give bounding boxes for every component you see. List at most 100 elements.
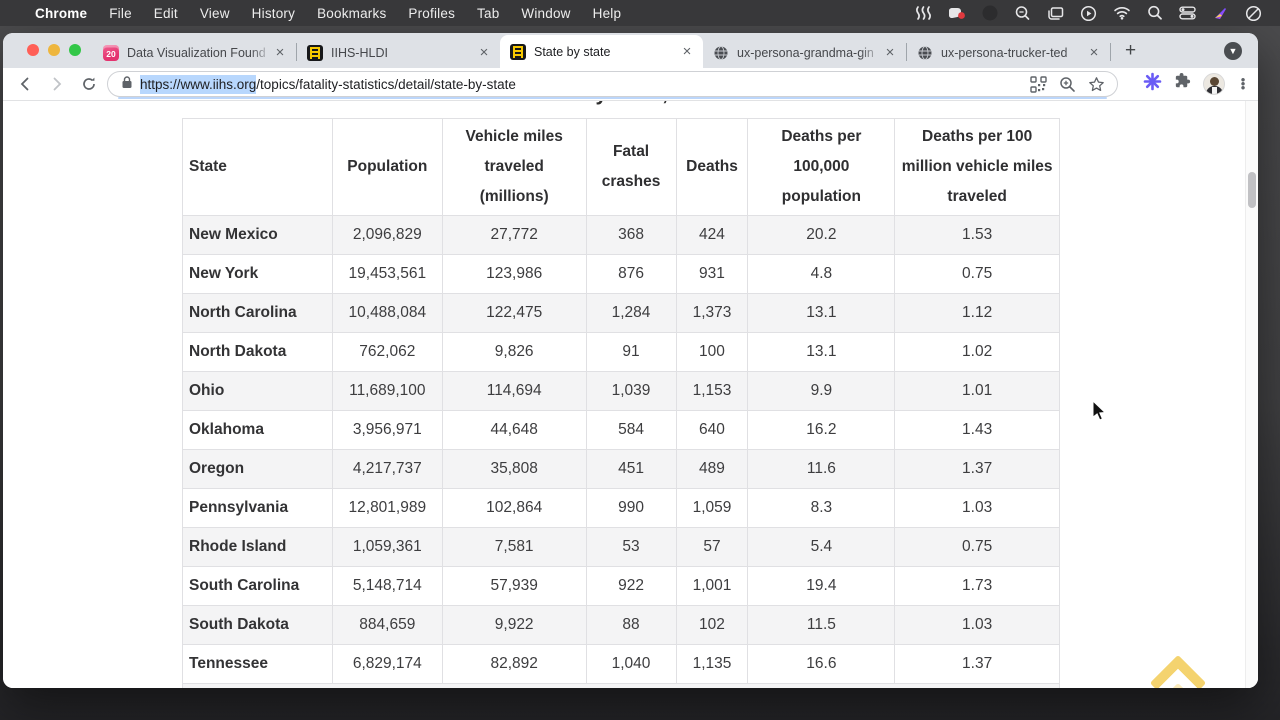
close-window-button[interactable] [27,44,39,56]
extension-asterisk-icon[interactable] [1143,72,1162,96]
menu-tab[interactable]: Tab [477,5,500,21]
table-row: Rhode Island 1,059,361 7,581 53 57 5.4 0.75 [182,527,1060,567]
value-cell: 1.02 [894,332,1060,372]
windows-stack-icon[interactable] [1039,2,1072,24]
browser-window: 20 Data Visualization Found × IIHS-HLDI × Sta… [3,33,1258,688]
fatality-stats-table: State Population Vehicle miles traveled (m… [182,118,1060,684]
scroll-to-top-button[interactable] [1149,563,1214,688]
focus-mode-icon[interactable] [1237,2,1270,24]
record-dot-icon[interactable] [940,2,973,24]
tab-close-icon[interactable]: × [275,44,285,61]
value-cell: 123,986 [441,254,587,294]
control-center-icon[interactable] [1171,2,1204,24]
value-cell: 16.2 [747,410,896,450]
tab-data-visualization-found[interactable]: 20 Data Visualization Found × [93,37,296,68]
zoom-page-icon[interactable] [1059,76,1076,93]
tab-iihs-hldi[interactable]: IIHS-HLDI × [297,37,500,68]
table-row: Ohio 11,689,100 114,694 1,039 1,153 9.9 1.01 [182,371,1060,411]
value-cell: 11.5 [747,605,896,645]
value-cell: 6,829,174 [331,644,443,684]
colorful-app-icon[interactable] [1204,2,1237,24]
forward-button[interactable] [47,74,67,94]
wifi-icon[interactable] [1105,2,1138,24]
menu-window[interactable]: Window [521,5,571,21]
value-cell: 1.12 [894,293,1060,333]
value-cell: 1,059,361 [331,527,443,567]
value-cell: 0.75 [894,254,1060,294]
value-cell: 1.01 [894,371,1060,411]
value-cell: 584 [585,410,677,450]
new-tab-button[interactable]: + [1125,40,1137,61]
value-cell: 102,864 [441,488,587,528]
value-cell: 53 [585,527,677,567]
tab-strip: 20 Data Visualization Found × IIHS-HLDI × Sta… [3,33,1258,68]
minimize-window-button[interactable] [48,44,60,56]
value-cell: 7,581 [441,527,587,567]
menu-help[interactable]: Help [592,5,622,21]
column-header: State [182,118,333,216]
tab-divider [296,43,297,61]
value-cell: 1.73 [894,566,1060,606]
url-selected-text: https://www.iihs.org [140,74,257,94]
back-button[interactable] [15,74,35,94]
menu-history[interactable]: History [251,5,296,21]
tab-divider [906,43,907,61]
profile-avatar[interactable] [1203,73,1225,95]
qr-share-icon[interactable] [1030,75,1047,93]
tab-label: IIHS-HLDI [331,45,388,60]
value-cell: 1.53 [894,215,1060,255]
lock-icon[interactable] [121,76,133,92]
state-cell: New Mexico [182,215,333,255]
value-cell: 12,801,989 [331,488,443,528]
value-cell: 19.4 [747,566,896,606]
value-cell: 88 [585,605,677,645]
tab-close-icon[interactable]: × [885,44,895,61]
play-circle-icon[interactable] [1072,2,1105,24]
bookmark-star-icon[interactable] [1088,76,1105,93]
value-cell: 16.6 [747,644,896,684]
zoom-window-button[interactable] [69,44,81,56]
next-row-partial [182,684,1060,688]
tab-close-icon[interactable]: × [682,43,692,60]
tab-ux-persona-grandma-gin[interactable]: ux-persona-grandma-gin × [703,37,906,68]
state-cell: Oklahoma [182,410,333,450]
menu-bookmarks[interactable]: Bookmarks [317,5,387,21]
value-cell: 424 [675,215,749,255]
menu-chrome[interactable]: Chrome [35,5,88,21]
menu-view[interactable]: View [199,5,230,21]
table-row: South Dakota 884,659 9,922 88 102 11.5 1.03 [182,605,1060,645]
value-cell: 19,453,561 [331,254,443,294]
zoom-magnifier-icon[interactable] [1006,2,1039,24]
window-controls [27,44,81,56]
value-cell: 9,922 [441,605,587,645]
globe-favicon-icon [713,45,729,61]
state-cell: Oregon [182,449,333,489]
reload-button[interactable] [79,74,99,94]
chrome-menu-icon[interactable]: • • • [1240,72,1246,95]
tab-divider [1110,43,1111,61]
tab-ux-persona-trucker-ted[interactable]: ux-persona-trucker-ted × [907,37,1110,68]
menu-profiles[interactable]: Profiles [408,5,456,21]
tab-close-icon[interactable]: × [479,44,489,61]
menu-file[interactable]: File [109,5,132,21]
value-cell: 1,039 [585,371,677,411]
value-cell: 368 [585,215,677,255]
spotlight-search-icon[interactable] [1138,2,1171,24]
menu-edit[interactable]: Edit [153,5,178,21]
value-cell: 102 [675,605,749,645]
dimmed-app-icon[interactable] [973,2,1006,24]
scrollbar-thumb[interactable] [1248,172,1256,208]
value-cell: 57,939 [441,566,587,606]
page-scrollbar[interactable] [1245,101,1258,688]
waves-icon[interactable] [907,2,940,24]
address-bar[interactable]: https://www.iihs.org/topics/fatality-sta… [107,71,1118,99]
tab-close-icon[interactable]: × [1089,44,1099,61]
value-cell: 931 [675,254,749,294]
value-cell: 10,488,084 [331,293,443,333]
value-cell: 9.9 [747,371,896,411]
tab-state-by-state[interactable]: State by state × [500,35,703,68]
tab-search-button[interactable]: ▼ [1224,42,1242,60]
extensions-puzzle-icon[interactable] [1173,72,1192,96]
column-header: Fatal crashes [585,118,677,216]
table-header-row: State Population Vehicle miles traveled (m… [182,118,1060,216]
